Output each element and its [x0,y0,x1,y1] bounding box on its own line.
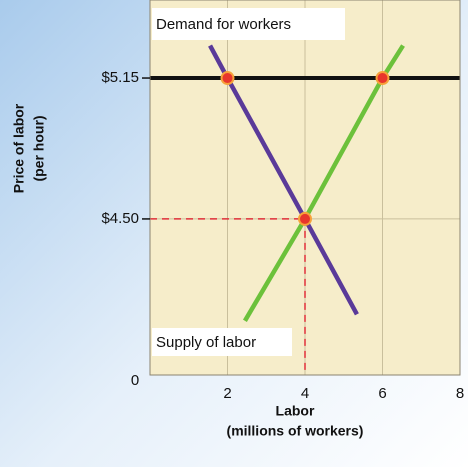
intersection-point [298,211,312,226]
intersection-point [220,71,235,86]
label-box [152,8,345,40]
x-axis-title: Labor [276,403,315,419]
plot-frame [149,0,461,376]
x-axis-title: (millions of workers) [227,423,364,439]
series-line [208,44,359,316]
series-label: Demand for workers [156,16,291,33]
intersection-point [375,71,390,86]
label-box [152,328,292,356]
y-axis-title: Price of labor [11,103,27,193]
series-label: Supply of labor [156,334,256,351]
y-axis-title: (per hour) [31,115,47,181]
y-tick-label: $4.50 [101,210,139,227]
x-tick-label: 0 [131,372,139,389]
x-tick-label: 2 [223,385,231,402]
y-tick-label: $5.15 [101,69,139,86]
x-tick-label: 8 [456,385,464,402]
x-tick-label: 4 [301,385,309,402]
series-line [242,44,405,322]
x-tick-label: 6 [378,385,386,402]
